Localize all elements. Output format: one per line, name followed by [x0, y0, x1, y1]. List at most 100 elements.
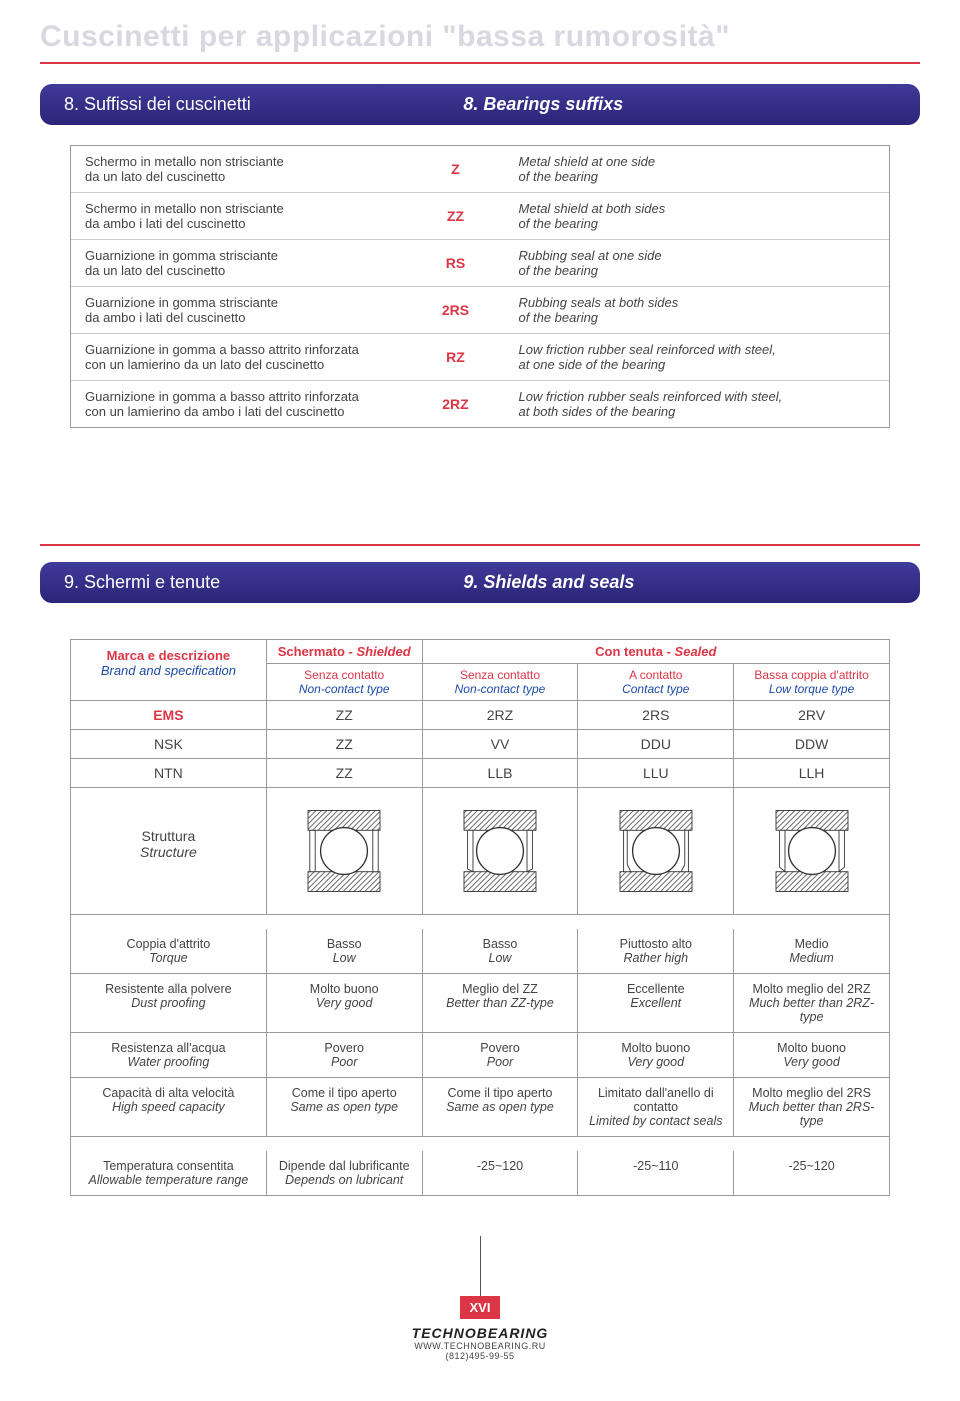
- brand-value: LLH: [734, 759, 890, 788]
- suffix-row: Guarnizione in gomma striscianteda un la…: [71, 240, 889, 287]
- page-number: XVI: [460, 1296, 501, 1319]
- suffix-row: Guarnizione in gomma a basso attrito rin…: [71, 381, 889, 427]
- section-8-title-it: 8. Suffissi dei cuscinetti: [64, 94, 463, 115]
- footer-url: WWW.TECHNOBEARING.RU: [414, 1341, 546, 1351]
- shielded-it: Schermato -: [278, 644, 357, 659]
- spacer-row: [70, 915, 890, 929]
- suffix-row: Guarnizione in gomma a basso attrito rin…: [71, 334, 889, 381]
- spec-header: Marca e descrizione Brand and specificat…: [70, 639, 890, 701]
- structure-diagram: [267, 788, 423, 915]
- property-value: Piuttosto altoRather high: [578, 929, 734, 974]
- section-8-title-en: 8. Bearings suffixs: [463, 94, 896, 115]
- brand-row: NSKZZVVDDUDDW: [70, 730, 890, 759]
- group-shielded: Schermato - Shielded: [267, 639, 423, 664]
- brand-name: EMS: [70, 701, 267, 730]
- col-en: Non-contact type: [431, 682, 570, 696]
- brand-label-en: Brand and specification: [83, 663, 254, 678]
- brand-row: NTNZZLLBLLULLH: [70, 759, 890, 788]
- property-row: Resistente alla polvereDust proofingMolt…: [70, 974, 890, 1033]
- shielded-en: Shielded: [356, 644, 410, 659]
- suffix-desc-it: Guarnizione in gomma striscianteda un la…: [71, 240, 406, 286]
- property-value: Come il tipo apertoSame as open type: [267, 1078, 423, 1137]
- suffix-desc-it: Schermo in metallo non striscianteda un …: [71, 146, 406, 192]
- page-footer: XVI TECHNOBEARING WWW.TECHNOBEARING.RU (…: [40, 1236, 920, 1361]
- property-value: Molto buonoVery good: [734, 1033, 890, 1078]
- page-title: Cuscinetti per applicazioni "bassa rumor…: [40, 20, 920, 54]
- brand-value: 2RZ: [423, 701, 579, 730]
- brand-value: ZZ: [267, 701, 423, 730]
- property-row: Capacità di alta velocitàHigh speed capa…: [70, 1078, 890, 1137]
- structure-it: Struttura: [142, 828, 196, 844]
- brand-value: LLU: [578, 759, 734, 788]
- brand-label-it: Marca e descrizione: [83, 648, 254, 663]
- col-it: A contatto: [586, 668, 725, 682]
- col-it: Senza contatto: [275, 668, 414, 682]
- suffix-desc-it: Guarnizione in gomma a basso attrito rin…: [71, 334, 406, 380]
- footer-brand: TECHNOBEARING: [412, 1325, 549, 1341]
- suffix-code: ZZ: [406, 193, 504, 239]
- col-it: Bassa coppia d'attrito: [742, 668, 881, 682]
- property-row: Resistenza all'acquaWater proofingPovero…: [70, 1033, 890, 1078]
- suffix-desc-it: Guarnizione in gomma a basso attrito rin…: [71, 381, 406, 427]
- section-8-header: 8. Suffissi dei cuscinetti 8. Bearings s…: [40, 84, 920, 125]
- property-label: Capacità di alta velocitàHigh speed capa…: [70, 1078, 267, 1137]
- property-value: MedioMedium: [734, 929, 890, 974]
- property-value: Come il tipo apertoSame as open type: [423, 1078, 579, 1137]
- suffix-desc-it: Schermo in metallo non striscianteda amb…: [71, 193, 406, 239]
- bearing-shielded-icon: [299, 806, 389, 896]
- brand-value: DDU: [578, 730, 734, 759]
- section-9-header: 9. Schermi e tenute 9. Shields and seals: [40, 562, 920, 603]
- suffix-code: 2RS: [406, 287, 504, 333]
- footer-line: [480, 1236, 481, 1296]
- suffix-code: Z: [406, 146, 504, 192]
- structure-diagram: [423, 788, 579, 915]
- property-value: BassoLow: [267, 929, 423, 974]
- col-en: Non-contact type: [275, 682, 414, 696]
- property-label: Coppia d'attritoTorque: [70, 929, 267, 974]
- property-value: Molto meglio del 2RZMuch better than 2RZ…: [734, 974, 890, 1033]
- brand-value: ZZ: [267, 759, 423, 788]
- property-value: PoveroPoor: [267, 1033, 423, 1078]
- property-value: Limitato dall'anello di contattoLimited …: [578, 1078, 734, 1137]
- sealed-en: Sealed: [675, 644, 717, 659]
- group-sealed: Con tenuta - Sealed: [423, 639, 890, 664]
- spec-column-header: A contattoContact type: [578, 664, 734, 701]
- brand-label: Marca e descrizione Brand and specificat…: [70, 639, 267, 701]
- suffix-row: Schermo in metallo non striscianteda amb…: [71, 193, 889, 240]
- suffix-code: RZ: [406, 334, 504, 380]
- col-it: Senza contatto: [431, 668, 570, 682]
- property-value: BassoLow: [423, 929, 579, 974]
- bearing-lowtorque-seal-icon: [767, 806, 857, 896]
- property-value: Meglio del ZZBetter than ZZ-type: [423, 974, 579, 1033]
- col-en: Contact type: [586, 682, 725, 696]
- brand-value: LLB: [423, 759, 579, 788]
- suffix-desc-en: Low friction rubber seal reinforced with…: [505, 334, 889, 380]
- spec-table: Marca e descrizione Brand and specificat…: [70, 639, 890, 1196]
- suffix-code: RS: [406, 240, 504, 286]
- property-value: EccellenteExcellent: [578, 974, 734, 1033]
- bearing-contact-seal-icon: [611, 806, 701, 896]
- brand-value: VV: [423, 730, 579, 759]
- suffix-row: Guarnizione in gomma striscianteda ambo …: [71, 287, 889, 334]
- property-label: Temperatura consentitaAllowable temperat…: [70, 1151, 267, 1196]
- section-9-title-en: 9. Shields and seals: [463, 572, 896, 593]
- property-value: Molto buonoVery good: [578, 1033, 734, 1078]
- property-row: Coppia d'attritoTorqueBassoLowBassoLowPi…: [70, 929, 890, 974]
- property-value: -25~120: [423, 1151, 579, 1196]
- brand-value: 2RV: [734, 701, 890, 730]
- property-value: Dipende dal lubrificanteDepends on lubri…: [267, 1151, 423, 1196]
- spec-column-header: Senza contattoNon-contact type: [423, 664, 579, 701]
- suffix-desc-en: Low friction rubber seals reinforced wit…: [505, 381, 889, 427]
- property-value: Molto buonoVery good: [267, 974, 423, 1033]
- section-9-title-it: 9. Schermi e tenute: [64, 572, 463, 593]
- suffix-desc-en: Metal shield at both sidesof the bearing: [505, 193, 889, 239]
- bearing-noncontact-seal-icon: [455, 806, 545, 896]
- spec-column-header: Senza contattoNon-contact type: [267, 664, 423, 701]
- suffix-desc-en: Rubbing seal at one sideof the bearing: [505, 240, 889, 286]
- suffix-row: Schermo in metallo non striscianteda un …: [71, 146, 889, 193]
- brand-row: EMSZZ2RZ2RS2RV: [70, 701, 890, 730]
- col-en: Low torque type: [742, 682, 881, 696]
- brand-value: 2RS: [578, 701, 734, 730]
- property-label: Resistenza all'acquaWater proofing: [70, 1033, 267, 1078]
- suffix-table: Schermo in metallo non striscianteda un …: [70, 145, 890, 428]
